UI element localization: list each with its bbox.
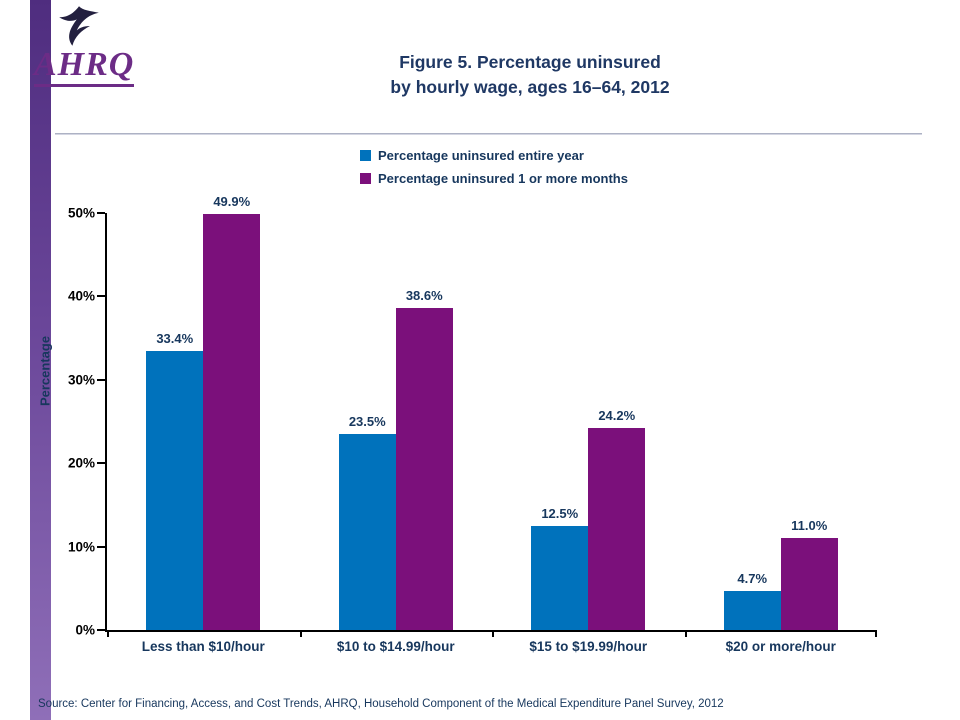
left-accent-strip [30,0,51,720]
bar-one-or-more-months [395,308,453,630]
y-tick-mark [97,378,105,381]
bar-group: 4.7% 11.0% [685,213,878,630]
y-tick-label: 50% [67,205,95,221]
bar-value-label: 38.6% [405,288,443,304]
bar-one-or-more-months [203,213,261,630]
bar-pair: 23.5% 38.6% [338,213,453,630]
legend-swatch-purple [360,173,371,184]
x-tick-mark [875,630,877,637]
category-label: $15 to $19.99/hour [529,639,648,654]
category-label: $10 to $14.99/hour [336,639,455,654]
y-tick-mark [97,462,105,465]
y-tick-label: 0% [75,622,95,638]
ahrq-logo: AHRQ [34,4,164,87]
bar-value-label: 23.5% [348,414,386,430]
bar-one-or-more-months [588,428,646,630]
bar-pair: 4.7% 11.0% [723,213,838,630]
bar-entire-year [723,590,781,630]
y-tick-label: 30% [67,372,95,388]
legend-item-one-or-more-months: Percentage uninsured 1 or more months [360,171,628,186]
x-tick-mark [299,630,302,637]
y-tick-mark [97,295,105,298]
ahrq-logo-text: AHRQ [34,48,135,87]
category-label: Less than $10/hour [141,639,265,654]
bar-one-or-more-months [780,538,838,630]
page-title: Figure 5. Percentage uninsured by hourly… [150,50,910,101]
hhs-eagle-icon [59,6,99,46]
x-tick-mark [107,630,109,637]
legend-label: Percentage uninsured entire year [378,148,584,163]
y-axis-label: Percentage [37,336,53,407]
bar-value-label: 24.2% [598,408,636,424]
y-tick-label: 40% [67,288,95,304]
title-line-2: by hourly wage, ages 16–64, 2012 [390,77,670,98]
bar-group: 12.5% 24.2% [492,213,685,630]
bar-value-label: 33.4% [156,331,194,347]
x-tick-mark [492,630,494,637]
bar-group: 23.5% 38.6% [300,213,493,630]
bar-group: 33.4% 49.9% [107,194,300,630]
x-tick-mark [684,630,687,637]
header-divider [55,133,922,135]
legend-item-entire-year: Percentage uninsured entire year [360,148,628,163]
plot-area: Percentage Less than $10/hour $10 to $14.… [38,194,878,654]
bar-pair: 33.4% 49.9% [146,194,261,630]
bar-value-label: 4.7% [737,570,768,586]
bar-entire-year [531,525,589,630]
chart-legend: Percentage uninsured entire year Percent… [360,148,628,194]
category-labels: Less than $10/hour $10 to $14.99/hour $15 … [107,639,877,654]
legend-swatch-blue [360,150,371,161]
bar-value-label: 49.9% [213,193,251,209]
y-tick-mark [97,629,105,631]
bar-pair: 12.5% 24.2% [531,213,646,630]
y-tick-mark [97,545,105,548]
y-tick-label: 10% [67,539,95,555]
source-note: Source: Center for Financing, Access, an… [38,698,724,710]
bar-entire-year [146,351,204,630]
legend-label: Percentage uninsured 1 or more months [378,171,628,186]
title-line-1: Figure 5. Percentage uninsured [399,52,661,72]
bar-value-label: 12.5% [541,505,579,521]
bar-value-label: 11.0% [791,518,828,534]
bar-entire-year [338,434,396,630]
y-tick-mark [97,212,105,214]
y-tick-label: 20% [67,455,95,471]
category-label: $20 or more/hour [725,639,836,654]
